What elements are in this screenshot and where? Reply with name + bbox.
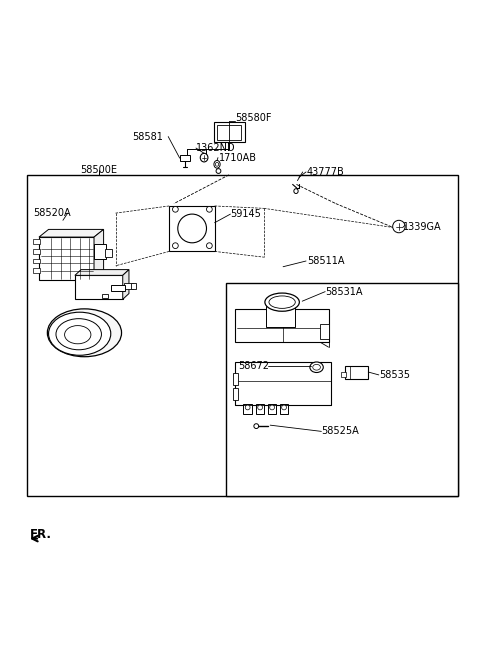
- Bar: [280, 403, 288, 414]
- Ellipse shape: [48, 309, 121, 357]
- Bar: [235, 309, 328, 342]
- Bar: [243, 403, 252, 414]
- Circle shape: [216, 169, 221, 173]
- Bar: [131, 283, 136, 289]
- Circle shape: [282, 405, 287, 410]
- Circle shape: [245, 405, 250, 410]
- Bar: [33, 249, 40, 254]
- Circle shape: [254, 424, 259, 428]
- Bar: [233, 373, 238, 386]
- Text: 58500E: 58500E: [80, 165, 117, 175]
- Circle shape: [206, 207, 212, 212]
- Bar: [321, 324, 329, 338]
- Bar: [214, 122, 245, 142]
- Bar: [27, 175, 458, 497]
- Text: 58525A: 58525A: [322, 426, 359, 436]
- Bar: [226, 283, 458, 497]
- Text: 1339GA: 1339GA: [403, 222, 441, 232]
- Bar: [180, 155, 190, 161]
- Polygon shape: [94, 230, 104, 280]
- Ellipse shape: [310, 362, 323, 373]
- Text: 58511A: 58511A: [307, 256, 345, 266]
- Circle shape: [270, 405, 275, 410]
- Ellipse shape: [48, 312, 111, 356]
- Ellipse shape: [216, 163, 219, 166]
- Bar: [169, 206, 215, 251]
- Polygon shape: [39, 230, 104, 237]
- Text: 59145: 59145: [230, 209, 261, 219]
- Circle shape: [258, 405, 263, 410]
- Bar: [268, 403, 276, 414]
- Bar: [340, 372, 346, 377]
- Bar: [266, 300, 295, 327]
- Bar: [33, 268, 40, 273]
- Text: 58520A: 58520A: [33, 208, 71, 218]
- Ellipse shape: [200, 154, 208, 162]
- Bar: [94, 244, 106, 258]
- Text: 58580F: 58580F: [235, 113, 272, 123]
- Circle shape: [172, 207, 178, 212]
- Ellipse shape: [265, 293, 300, 311]
- Text: 58672: 58672: [238, 361, 269, 371]
- Polygon shape: [123, 270, 129, 299]
- Bar: [345, 366, 368, 379]
- Bar: [75, 276, 123, 299]
- Text: 43777B: 43777B: [307, 167, 345, 177]
- Bar: [124, 283, 133, 289]
- Text: 1710AB: 1710AB: [218, 153, 256, 163]
- Bar: [39, 237, 94, 280]
- Bar: [33, 239, 40, 244]
- Bar: [111, 285, 125, 291]
- Bar: [256, 403, 264, 414]
- Bar: [33, 258, 40, 264]
- Bar: [235, 361, 331, 405]
- Text: 58581: 58581: [132, 132, 163, 142]
- Bar: [105, 249, 112, 257]
- Circle shape: [172, 243, 178, 249]
- Circle shape: [206, 243, 212, 249]
- Polygon shape: [75, 270, 129, 276]
- Bar: [102, 293, 108, 298]
- Circle shape: [393, 220, 405, 233]
- Text: 58535: 58535: [379, 370, 410, 380]
- Ellipse shape: [214, 161, 220, 168]
- Text: FR.: FR.: [30, 528, 52, 541]
- Ellipse shape: [294, 189, 298, 194]
- Circle shape: [178, 214, 206, 243]
- Text: 58531A: 58531A: [325, 287, 363, 297]
- Text: 1362ND: 1362ND: [196, 143, 236, 153]
- Bar: [233, 388, 238, 400]
- Bar: [217, 125, 241, 140]
